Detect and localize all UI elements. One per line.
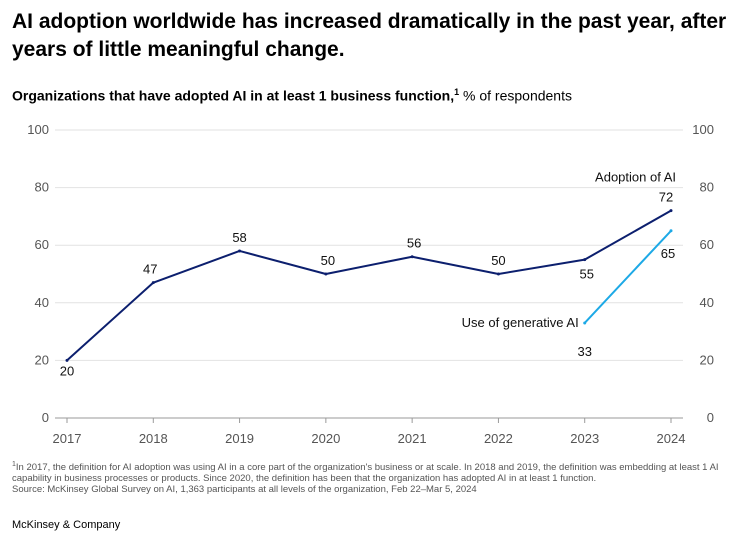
brand-logo: McKinsey & Company xyxy=(12,519,121,531)
data-label: 33 xyxy=(577,344,591,359)
data-label: 50 xyxy=(491,253,505,268)
chart-unit-label: % of respondents xyxy=(459,87,572,104)
y-tick-label-left: 0 xyxy=(42,410,49,425)
data-point xyxy=(410,255,414,259)
page-title: AI adoption worldwide has increased dram… xyxy=(12,10,727,61)
x-tick-label: 2021 xyxy=(398,431,427,446)
data-point xyxy=(669,229,673,233)
data-point xyxy=(151,281,155,285)
footnote-text: 1In 2017, the definition for AI adoption… xyxy=(12,459,727,484)
data-point xyxy=(65,358,69,362)
series-line xyxy=(583,229,672,324)
y-tick-label-right: 100 xyxy=(692,122,714,137)
y-tick-label-right: 20 xyxy=(700,352,714,367)
y-tick-label-right: 40 xyxy=(700,295,714,310)
x-tick-label: 2020 xyxy=(311,431,340,446)
source-note: Source: McKinsey Global Survey on AI, 1,… xyxy=(12,484,477,496)
data-label: 72 xyxy=(659,190,673,205)
y-tick-label-right: 0 xyxy=(707,410,714,425)
data-point xyxy=(669,209,673,213)
data-point xyxy=(324,272,328,276)
series-label: Adoption of AI xyxy=(595,170,676,185)
chart-subtitle: Organizations that have adopted AI in at… xyxy=(12,87,572,104)
data-point xyxy=(583,258,587,262)
y-tick-label-left: 60 xyxy=(35,237,49,252)
footnote-definition: In 2017, the definition for AI adoption … xyxy=(12,462,719,485)
data-point xyxy=(583,321,587,325)
y-tick-label-left: 20 xyxy=(35,352,49,367)
chart-title: Organizations that have adopted AI in at… xyxy=(12,87,455,104)
x-tick-label: 2024 xyxy=(657,431,686,446)
x-tick-label: 2023 xyxy=(570,431,599,446)
y-tick-label-right: 80 xyxy=(700,180,714,195)
x-tick-label: 2022 xyxy=(484,431,513,446)
data-point xyxy=(238,249,242,253)
series-label: Use of generative AI xyxy=(462,315,579,330)
y-tick-label-right: 60 xyxy=(700,237,714,252)
x-tick-label: 2018 xyxy=(139,431,168,446)
y-tick-label-left: 100 xyxy=(27,122,49,137)
y-tick-label-left: 40 xyxy=(35,295,49,310)
data-label: 20 xyxy=(60,363,74,378)
footnote-text-marker: 1 xyxy=(12,461,16,468)
data-label: 47 xyxy=(143,262,157,277)
data-label: 55 xyxy=(579,267,593,282)
series-line xyxy=(66,209,672,362)
data-label: 50 xyxy=(321,253,335,268)
data-label: 65 xyxy=(661,246,675,261)
data-point xyxy=(496,272,500,276)
footnote: 1In 2017, the definition for AI adoption… xyxy=(12,459,727,495)
y-tick-label-left: 80 xyxy=(35,180,49,195)
data-label: 58 xyxy=(232,230,246,245)
x-tick-label: 2019 xyxy=(225,431,254,446)
footnote-marker: 1 xyxy=(454,87,460,97)
data-label: 56 xyxy=(407,236,421,251)
x-tick-label: 2017 xyxy=(53,431,82,446)
